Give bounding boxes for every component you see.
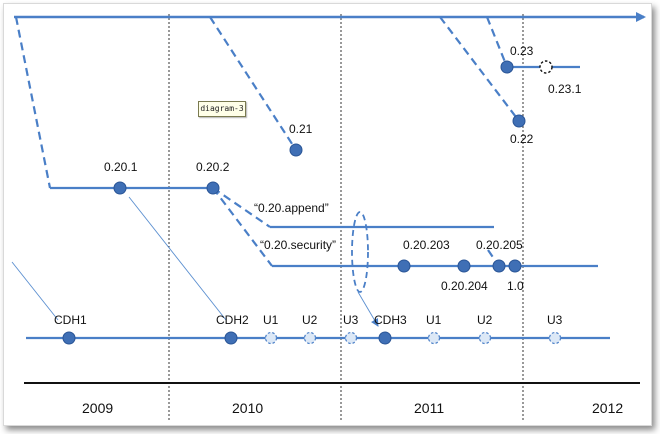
dot-u3-second xyxy=(548,331,562,345)
year-label-2011: 2011 xyxy=(414,400,444,416)
label-u3-first: U3 xyxy=(343,313,359,327)
label-0-22: 0.22 xyxy=(510,132,534,146)
diagram-tag: diagram-3 xyxy=(198,101,246,117)
label-cdh2: CDH2 xyxy=(216,313,249,327)
dot-0-23-1-planned xyxy=(539,60,553,74)
dot-0-23 xyxy=(500,60,514,74)
dot-cdh1 xyxy=(62,331,76,345)
dot-u3-first xyxy=(344,331,358,345)
year-label-2010: 2010 xyxy=(232,400,263,416)
label-u1-second: U1 xyxy=(426,313,442,327)
label-0-23: 0.23 xyxy=(510,44,534,58)
label-cdh1: CDH1 xyxy=(54,313,87,327)
dot-0-20-203 xyxy=(397,259,411,273)
dot-0-22 xyxy=(512,114,526,128)
dot-cdh2 xyxy=(224,331,238,345)
dot-u2-first xyxy=(303,331,317,345)
dot-u2-second xyxy=(478,331,492,345)
pointer-to-cdh3 xyxy=(357,291,379,327)
pointer-to-cdh2 xyxy=(128,196,227,321)
label-u1-first: U1 xyxy=(263,313,279,327)
label-0-21: 0.21 xyxy=(289,122,313,136)
branch-0-23-from-trunk xyxy=(485,16,509,68)
label-0-20-205: 0.20.205 xyxy=(476,238,523,252)
branch-0-22-from-trunk xyxy=(439,16,520,122)
label-security: “0.20.security” xyxy=(260,238,336,252)
dot-0-20-1 xyxy=(113,181,127,195)
dot-u1-first xyxy=(264,331,278,345)
dot-1-0 xyxy=(508,259,522,273)
label-u2-second: U2 xyxy=(477,313,493,327)
branch-security-from-0-20-2 xyxy=(212,187,273,267)
label-append: “0.20.append” xyxy=(254,201,329,215)
label-u2-first: U2 xyxy=(302,313,318,327)
pointer-to-cdh1 xyxy=(11,261,59,321)
label-u3-second: U3 xyxy=(547,313,563,327)
label-0-20-2: 0.20.2 xyxy=(196,160,230,174)
label-0-23-1: 0.23.1 xyxy=(548,82,582,96)
dot-u1-second xyxy=(427,331,441,345)
dot-cdh3 xyxy=(378,331,392,345)
year-label-2012: 2012 xyxy=(592,400,623,416)
dot-0-20-205 xyxy=(492,259,506,273)
label-0-20-1: 0.20.1 xyxy=(104,160,138,174)
label-cdh3: CDH3 xyxy=(374,313,407,327)
label-1-0: 1.0 xyxy=(507,279,524,293)
merge-ellipse xyxy=(351,211,369,293)
label-0-20-204: 0.20.204 xyxy=(441,279,488,293)
dot-0-21 xyxy=(289,143,303,157)
branch-append-from-0-20-2 xyxy=(212,187,271,228)
label-0-20-203: 0.20.203 xyxy=(403,238,450,252)
branch-0-21-from-trunk xyxy=(209,16,297,151)
year-label-2009: 2009 xyxy=(82,400,113,416)
dot-0-20-204 xyxy=(457,259,471,273)
diagram-frame xyxy=(3,3,652,426)
branch-0-20-from-trunk xyxy=(14,16,52,189)
dot-0-20-2 xyxy=(206,181,220,195)
